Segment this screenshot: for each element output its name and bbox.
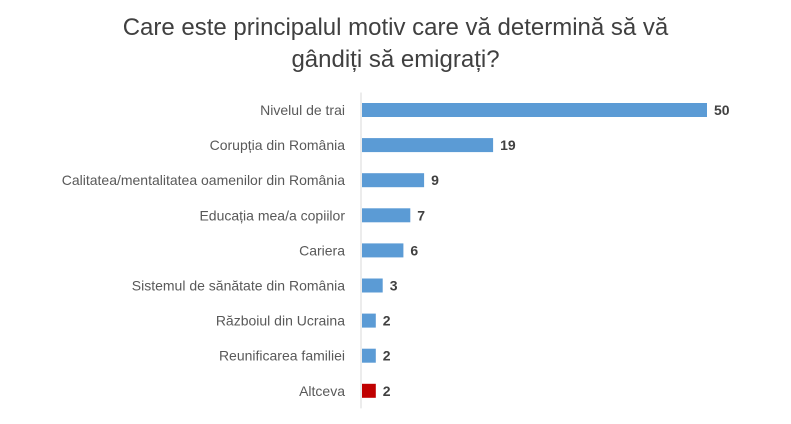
category-label: Calitatea/mentalitatea oamenilor din Rom…	[62, 172, 345, 188]
value-label: 50	[714, 102, 730, 118]
bars-group: Nivelul de trai 50 Corupția din România 19 C…	[62, 102, 730, 399]
value-label: 2	[383, 313, 391, 329]
value-label: 19	[500, 137, 516, 153]
category-label: Reunificarea familiei	[219, 348, 345, 364]
value-label: 9	[431, 172, 439, 188]
bar	[362, 383, 376, 398]
chart-title-line-2: gândiți să emigrați?	[291, 46, 500, 73]
category-label: Corupția din România	[210, 137, 346, 153]
category-label: Cariera	[299, 242, 345, 258]
chart-title-line-1: Care este principalul motiv care vă dete…	[122, 14, 669, 41]
category-label: Războiul din Ucraina	[216, 313, 345, 329]
value-label: 6	[410, 242, 418, 258]
bar	[362, 313, 376, 328]
chart-title: Care este principalul motiv care vă dete…	[0, 12, 791, 76]
value-label: 2	[383, 383, 391, 399]
category-label: Nivelul de trai	[260, 102, 345, 118]
value-label: 7	[417, 207, 425, 223]
value-label: 3	[390, 278, 398, 294]
bar	[362, 278, 383, 293]
bar	[362, 138, 494, 153]
category-label: Educația mea/a copiilor	[199, 207, 345, 223]
bar	[362, 348, 376, 363]
value-label: 2	[383, 348, 391, 364]
bar	[362, 208, 411, 223]
bar	[362, 243, 404, 258]
bar	[362, 103, 707, 117]
category-label: Altceva	[299, 383, 345, 399]
category-label: Sistemul de sănătate din România	[132, 278, 345, 294]
bar	[362, 173, 425, 188]
